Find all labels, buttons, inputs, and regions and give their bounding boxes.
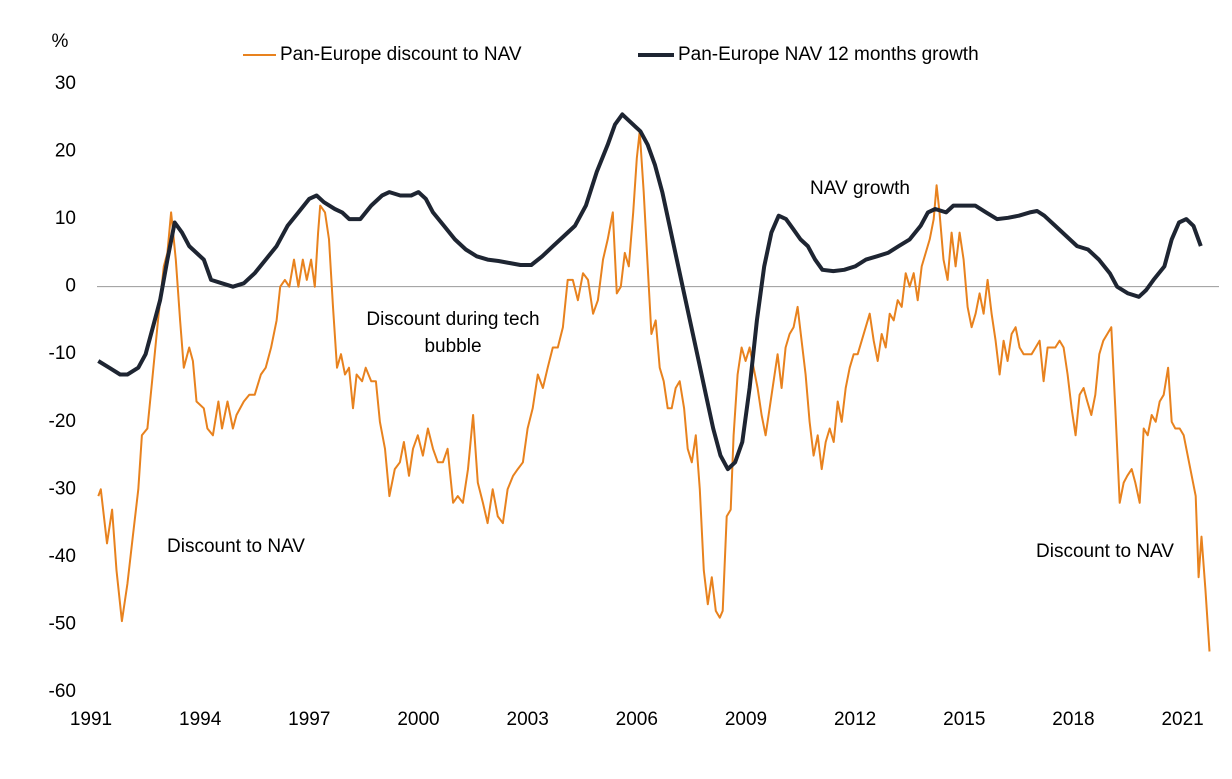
- x-tick-label: 2009: [725, 709, 767, 730]
- x-tick-label: 2000: [397, 709, 439, 730]
- y-tick-label: -60: [49, 681, 76, 702]
- legend-label: Pan-Europe discount to NAV: [280, 44, 522, 65]
- x-tick-label: 1997: [288, 709, 330, 730]
- y-tick-label: 20: [55, 141, 76, 162]
- x-tick-label: 2006: [616, 709, 658, 730]
- annotation: NAV growth: [810, 178, 910, 199]
- series-line: [97, 112, 1203, 472]
- series-line: [97, 130, 1211, 652]
- y-tick-label: -20: [49, 411, 76, 432]
- legend-label: Pan-Europe NAV 12 months growth: [678, 44, 979, 65]
- x-tick-label: 2015: [943, 709, 985, 730]
- annotation: Discount to NAV: [167, 536, 305, 557]
- y-axis-label: %: [52, 31, 69, 52]
- y-tick-label: 10: [55, 208, 76, 229]
- annotation: Discount to NAV: [1036, 541, 1174, 562]
- y-tick-label: 0: [65, 276, 76, 297]
- x-tick-label: 2003: [507, 709, 549, 730]
- x-tick-label: 2018: [1052, 709, 1094, 730]
- y-tick-label: -50: [49, 613, 76, 634]
- x-tick-label: 2012: [834, 709, 876, 730]
- x-tick-label: 2021: [1161, 709, 1203, 730]
- y-tick-label: -10: [49, 343, 76, 364]
- annotation: Discount during tech bubble: [366, 309, 540, 357]
- y-tick-label: 30: [55, 73, 76, 94]
- x-tick-label: 1991: [70, 709, 112, 730]
- y-tick-label: -40: [49, 546, 76, 567]
- x-tick-label: 1994: [179, 709, 222, 730]
- y-tick-label: -30: [49, 478, 76, 499]
